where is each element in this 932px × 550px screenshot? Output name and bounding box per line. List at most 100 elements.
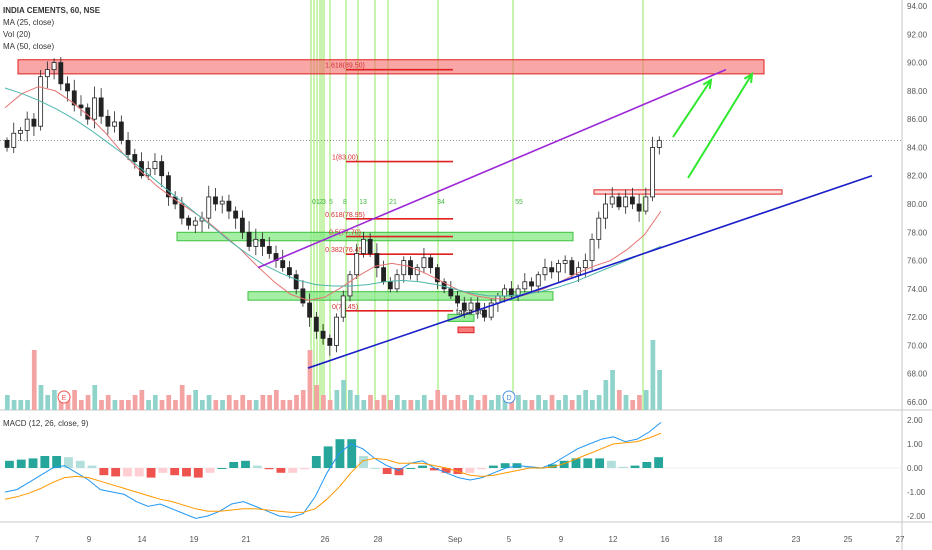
candle-body: [71, 90, 77, 106]
candle-body: [360, 238, 366, 254]
time-tick-label: 23: [792, 535, 801, 544]
volume-bar: [220, 400, 225, 410]
volume-bar: [240, 395, 246, 410]
macd-histogram-bar: [170, 468, 180, 476]
macd-histogram-bar: [347, 439, 357, 468]
candle-body: [293, 274, 299, 290]
macd-histogram-bar: [300, 468, 309, 470]
volume-bar: [314, 385, 320, 410]
time-tick-label: 16: [661, 535, 670, 544]
macd-histogram-bar: [418, 465, 427, 468]
macd-histogram-bar: [5, 460, 14, 468]
target-arrow-head: [702, 78, 713, 90]
time-tick-label: Sep: [448, 535, 463, 544]
volume-bar: [99, 400, 104, 410]
chart-title: INDIA CEMENTS, 60, NSE: [3, 6, 101, 15]
volume-bar: [388, 400, 394, 410]
fib-level-label: 1.618(89.50): [325, 63, 365, 70]
volume-bar: [616, 390, 622, 410]
volume-bar: [159, 400, 165, 410]
macd-tick-label: 2.00: [907, 416, 923, 425]
event-marker: [502, 390, 516, 404]
candle-body: [334, 316, 339, 346]
time-tick-label: 9: [559, 535, 564, 544]
volume-bar: [92, 385, 98, 410]
volume-bar: [58, 400, 64, 410]
volume-bar: [610, 370, 615, 410]
candle-body: [260, 238, 265, 247]
volume-bar: [590, 400, 595, 410]
volume-bar: [374, 400, 380, 410]
candle-body: [441, 281, 447, 290]
volume-bar: [428, 400, 434, 410]
volume-bar: [643, 390, 649, 410]
event-marker-label: E: [62, 395, 67, 402]
macd-histogram-bar: [465, 468, 475, 473]
volume-bar: [206, 395, 212, 410]
false-breakout-box: [457, 326, 475, 334]
candle-body: [468, 302, 474, 311]
volume-bar: [267, 395, 272, 410]
macd-histogram-bar: [571, 458, 581, 468]
macd-histogram-bar: [252, 465, 262, 468]
price-tick-label: 84.00: [907, 143, 928, 152]
macd-histogram-bar: [370, 468, 380, 469]
price-tick-label: 82.00: [907, 172, 928, 181]
macd-histogram-bar: [158, 468, 168, 473]
fib-level-label: 0.5(77.70): [329, 230, 361, 237]
resistance-zone: [17, 59, 765, 75]
candle-body: [24, 118, 30, 131]
candle-body: [448, 288, 454, 297]
candle-body: [482, 309, 487, 318]
volume-bar: [408, 400, 414, 410]
volume-bar: [415, 400, 420, 410]
volume-bar: [247, 400, 252, 410]
macd-histogram-bar: [52, 456, 62, 468]
volume-bar: [193, 390, 198, 410]
volume-bar: [468, 395, 474, 410]
volume-bar: [139, 390, 145, 410]
macd-histogram-bar: [16, 459, 26, 468]
candle-body: [165, 175, 171, 198]
candle-body: [582, 260, 588, 269]
candle-body: [488, 302, 494, 318]
volume-bar: [489, 400, 494, 410]
volume-bar: [421, 395, 427, 410]
volume-bar: [280, 400, 286, 410]
candle-body: [92, 97, 97, 120]
volume-bar: [401, 400, 407, 410]
volume-bar: [657, 370, 662, 410]
macd-histogram-bar: [583, 458, 593, 468]
candle-body: [18, 130, 23, 134]
candle-body: [105, 115, 111, 127]
time-tick-label: 9: [87, 535, 92, 544]
time-tick-label: 25: [844, 535, 853, 544]
false-breakout-label: false bo: [456, 307, 485, 316]
candle-body: [253, 238, 259, 247]
candle-body: [320, 330, 326, 339]
macd-histogram-bar: [618, 466, 628, 468]
candle-body: [51, 62, 57, 71]
macd-histogram-bar: [382, 468, 392, 474]
price-tick-label: 70.00: [907, 341, 928, 350]
volume-bar: [603, 380, 609, 410]
macd-histogram-bar: [335, 439, 345, 468]
macd-tick-label: 1.00: [907, 440, 923, 449]
time-tick-label: 21: [242, 535, 251, 544]
volume-bar: [327, 400, 333, 410]
volume-bar: [502, 400, 508, 410]
candle-body: [603, 203, 608, 219]
macd-histogram-bar: [182, 468, 191, 477]
candle-body: [616, 196, 622, 208]
volume-bar: [119, 400, 125, 410]
price-tick-label: 92.00: [907, 30, 928, 39]
price-tick-label: 66.00: [907, 398, 928, 407]
macd-histogram-bar: [134, 468, 144, 477]
macd-histogram-bar: [241, 460, 250, 468]
volume-bar: [233, 400, 239, 410]
volume-bar: [529, 400, 535, 410]
volume-bar: [596, 395, 602, 410]
volume-bar: [18, 400, 24, 410]
